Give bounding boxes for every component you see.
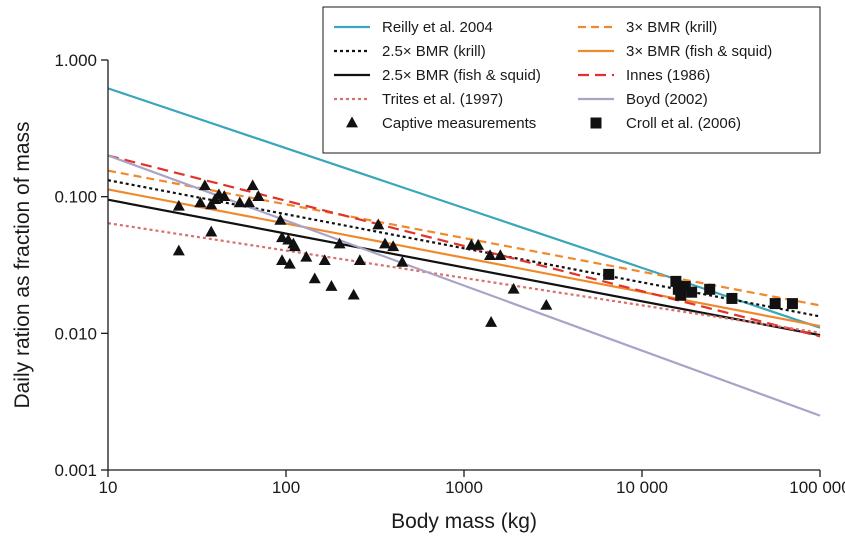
x-tick-label: 1000 [445,478,483,497]
captive-measurement-point [319,254,331,265]
captive-measurement-point [173,245,185,256]
series-line-3-bmr-fish-squid [108,189,820,326]
legend-swatch [591,118,602,129]
captive-measurement-point [348,289,360,300]
x-tick-label: 100 [272,478,300,497]
croll-2006-point [704,284,715,295]
y-tick-label: 0.100 [54,188,97,207]
y-tick-label: 0.010 [54,324,97,343]
captive-measurement-point [485,316,497,327]
y-tick-label: 1.000 [54,51,97,70]
legend-label: 3× BMR (fish & squid) [626,43,772,60]
captive-measurement-point [247,179,259,190]
x-tick-label: 10 000 [616,478,668,497]
legend-label: Trites et al. (1997) [382,91,503,108]
captive-measurement-point [540,299,552,310]
legend-label: 2.5× BMR (fish & squid) [382,67,541,84]
legend-label: Croll et al. (2006) [626,115,741,132]
legend-label: Innes (1986) [626,67,710,84]
legend: Reilly et al. 2004 3× BMR (krill) 2.5× BMR… [323,7,820,153]
legend-label: Reilly et al. 2004 [382,19,493,36]
croll-2006-point [603,269,614,280]
y-axis-title: Daily ration as fraction of mass [11,121,34,408]
x-tick-label: 100 000 [789,478,845,497]
legend-label: 3× BMR (krill) [626,19,717,36]
captive-measurement-point [276,254,288,265]
legend-label: 2.5× BMR (krill) [382,43,486,60]
croll-2006-point [726,293,737,304]
series-line-trites-et-al-1997 [108,223,820,333]
captive-measurement-point [309,272,321,283]
captive-measurement-point [325,280,337,291]
captive-measurement-point [508,283,520,294]
y-tick-label: 0.001 [54,461,97,480]
series-line-2-5-bmr-fish-squid [108,200,820,335]
x-axis-title: Body mass (kg) [391,510,537,533]
legend-label: Boyd (2002) [626,91,708,108]
croll-2006-point [770,298,781,309]
series-line-innes-1986 [108,156,820,337]
croll-2006-point [686,287,697,298]
legend-label: Captive measurements [382,115,536,132]
croll-2006-point [787,298,798,309]
captive-measurement-point [205,226,217,237]
x-tick-label: 10 [99,478,118,497]
captive-measurement-point [354,254,366,265]
captive-measurement-point [300,251,312,262]
